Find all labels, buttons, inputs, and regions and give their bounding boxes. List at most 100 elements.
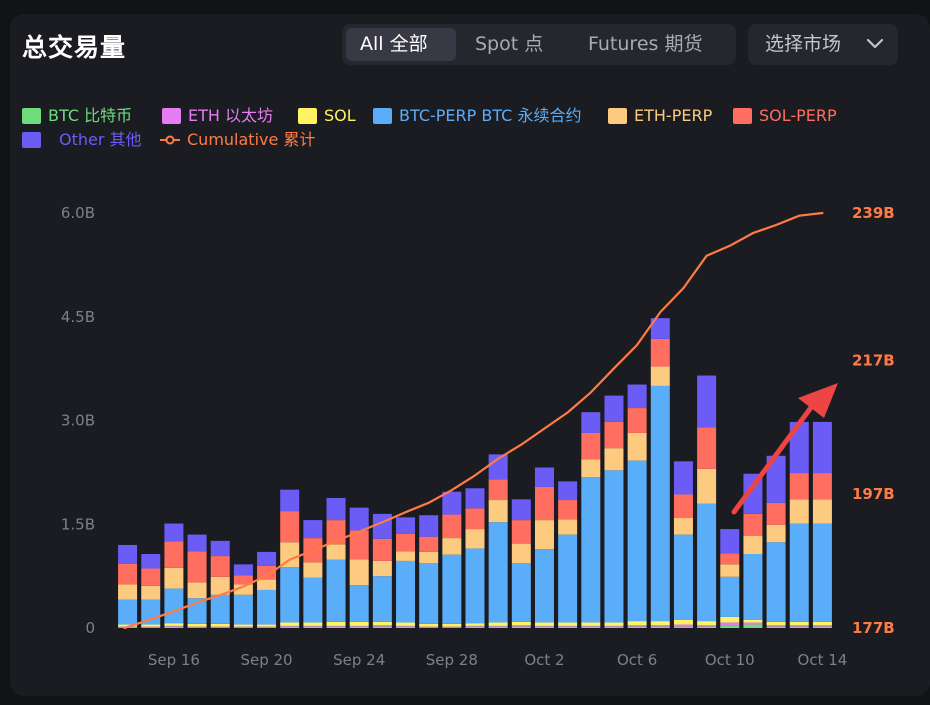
bar-segment-other[interactable] [372,513,392,539]
bar-segment-sol-perp[interactable] [396,533,416,552]
bar-segment-btc[interactable] [257,627,277,628]
bar-segment-btc[interactable] [442,627,462,628]
bar-segment-eth[interactable] [812,625,832,627]
bar-segment-eth-perp[interactable] [396,551,416,561]
bar-segment-sol-perp[interactable] [280,511,300,543]
bar-segment-eth-perp[interactable] [280,542,300,568]
bar-segment-sol-perp[interactable] [118,563,138,585]
bar-segment-eth[interactable] [789,625,809,627]
bar-segment-eth[interactable] [210,626,230,628]
bar-segment-eth-perp[interactable] [743,536,763,554]
bar-segment-sol[interactable] [604,622,624,626]
bar-segment-eth-perp[interactable] [372,560,392,577]
bar-segment-btc-perp[interactable] [488,522,508,623]
bar-segment-eth[interactable] [720,622,740,626]
bar-segment-eth-perp[interactable] [257,579,277,590]
bar-segment-other[interactable] [673,461,693,495]
bar-segment-btc-perp[interactable] [812,523,832,622]
bar-segment-btc-perp[interactable] [164,588,184,624]
bar-segment-btc-perp[interactable] [257,589,277,625]
bar-segment-sol-perp[interactable] [673,494,693,519]
bar-segment-btc[interactable] [812,626,832,628]
bar-segment-other[interactable] [326,497,346,521]
bar-segment-sol[interactable] [303,622,323,626]
bar-segment-btc-perp[interactable] [789,523,809,622]
bar-segment-sol[interactable] [349,621,369,626]
bar-segment-sol[interactable] [396,622,416,626]
bar-segment-btc-perp[interactable] [326,559,346,622]
bar-segment-sol[interactable] [720,616,740,623]
bar-segment-btc[interactable] [558,626,578,628]
bar-segment-other[interactable] [396,517,416,534]
bar-segment-sol[interactable] [326,621,346,626]
bar-segment-eth-perp[interactable] [488,500,508,523]
bar-segment-btc[interactable] [349,626,369,628]
bar-segment-eth[interactable] [511,625,531,627]
bar-segment-btc-perp[interactable] [396,560,416,623]
bar-segment-other[interactable] [627,384,647,409]
bar-segment-btc-perp[interactable] [210,594,230,624]
bar-segment-eth-perp[interactable] [604,448,624,471]
bar-segment-eth[interactable] [164,625,184,627]
bar-segment-eth[interactable] [349,625,369,627]
bar-segment-btc-perp[interactable] [303,577,323,623]
bar-segment-sol[interactable] [673,619,693,625]
bar-segment-eth-perp[interactable] [627,432,647,461]
bar-segment-eth[interactable] [419,626,439,628]
bar-segment-sol[interactable] [187,623,207,627]
bar-segment-btc-perp[interactable] [766,542,786,622]
bar-segment-sol[interactable] [372,621,392,626]
bar-segment-btc-perp[interactable] [419,562,439,624]
bar-segment-btc-perp[interactable] [650,385,670,622]
bar-segment-other[interactable] [118,545,138,564]
bar-segment-sol[interactable] [581,622,601,626]
bar-segment-other[interactable] [604,395,624,422]
bar-segment-sol[interactable] [118,624,138,627]
bar-segment-other[interactable] [349,507,369,531]
bar-segment-eth[interactable] [743,622,763,625]
bar-segment-other[interactable] [280,489,300,512]
bar-segment-btc-perp[interactable] [604,470,624,623]
bar-segment-eth-perp[interactable] [233,584,253,595]
bar-segment-sol[interactable] [627,621,647,626]
bar-segment-other[interactable] [720,529,740,554]
bar-segment-eth[interactable] [673,624,693,627]
bar-segment-btc-perp[interactable] [511,562,531,622]
bar-segment-eth[interactable] [581,625,601,627]
bar-segment-sol[interactable] [534,622,554,626]
bar-segment-btc[interactable] [627,626,647,628]
bar-segment-btc-perp[interactable] [743,553,763,620]
bar-segment-btc[interactable] [766,626,786,628]
bar-segment-eth[interactable] [766,625,786,627]
bar-segment-sol-perp[interactable] [812,473,832,500]
bar-segment-btc[interactable] [720,625,740,628]
tab-all[interactable]: All 全部 [346,28,456,61]
bar-segment-sol-perp[interactable] [581,432,601,460]
bar-segment-btc[interactable] [419,627,439,628]
bar-segment-other[interactable] [650,318,670,339]
bar-segment-sol[interactable] [442,623,462,627]
bar-segment-btc-perp[interactable] [534,549,554,623]
bar-segment-eth[interactable] [303,625,323,627]
bar-segment-eth[interactable] [488,625,508,627]
bar-segment-btc[interactable] [697,626,717,628]
bar-segment-eth[interactable] [326,625,346,627]
bar-segment-eth-perp[interactable] [187,582,207,599]
bar-segment-sol-perp[interactable] [697,427,717,469]
bar-segment-eth-perp[interactable] [581,459,601,478]
bar-segment-eth-perp[interactable] [164,567,184,589]
bar-segment-sol-perp[interactable] [604,421,624,449]
bar-segment-sol-perp[interactable] [743,513,763,537]
bar-segment-btc-perp[interactable] [280,567,300,623]
bar-segment-eth[interactable] [187,626,207,628]
bar-segment-sol-perp[interactable] [511,520,531,544]
bar-segment-eth-perp[interactable] [465,529,485,549]
bar-segment-btc[interactable] [488,626,508,628]
bar-segment-eth-perp[interactable] [766,524,786,543]
bar-segment-btc[interactable] [743,624,763,628]
bar-segment-btc[interactable] [511,626,531,628]
bar-segment-sol[interactable] [766,621,786,626]
bar-segment-eth[interactable] [465,625,485,627]
bar-segment-eth[interactable] [141,626,161,628]
bar-segment-eth[interactable] [280,625,300,627]
